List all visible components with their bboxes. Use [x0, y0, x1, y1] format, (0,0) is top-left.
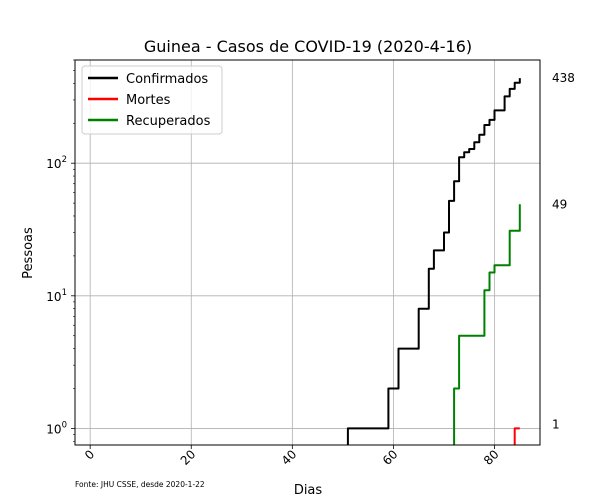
legend-label: Confirmados	[126, 72, 208, 87]
y-tick-label: 101	[46, 288, 67, 304]
end-label-mortes: 1	[552, 417, 560, 431]
legend-label: Mortes	[126, 93, 171, 108]
footnote: Fonte: JHU CSSE, desde 2020-1-22	[75, 480, 205, 489]
y-tick-label: 100	[46, 420, 67, 436]
series-line-confirmados	[346, 78, 521, 445]
series-line-recuperados	[453, 204, 521, 445]
x-tick-label: 80	[481, 447, 502, 468]
series-line-mortes	[513, 427, 520, 445]
x-tick-label: 40	[279, 447, 300, 468]
end-labels: 438 1 49	[552, 71, 575, 431]
y-tick-label: 102	[46, 155, 67, 171]
y-axis-label: Pessoas	[21, 227, 36, 279]
series-layer	[346, 78, 521, 445]
legend-label: Recuperados	[126, 114, 211, 129]
end-label-recuperados: 49	[552, 197, 567, 211]
x-axis: 0 20 40 60 80	[82, 445, 502, 468]
legend-box	[81, 65, 223, 135]
plot-frame	[74, 59, 541, 446]
chart-title: Guinea - Casos de COVID-19 (2020-4-16)	[144, 37, 472, 56]
x-tick-label: 20	[178, 447, 199, 468]
x-tick-label: 0	[82, 447, 97, 462]
x-tick-label: 60	[380, 447, 401, 468]
x-axis-label: Dias	[294, 483, 323, 498]
end-label-confirmados: 438	[552, 71, 575, 85]
legend: Confirmados Mortes Recuperados	[81, 65, 223, 135]
y-axis: 100 101 102	[46, 59, 75, 442]
